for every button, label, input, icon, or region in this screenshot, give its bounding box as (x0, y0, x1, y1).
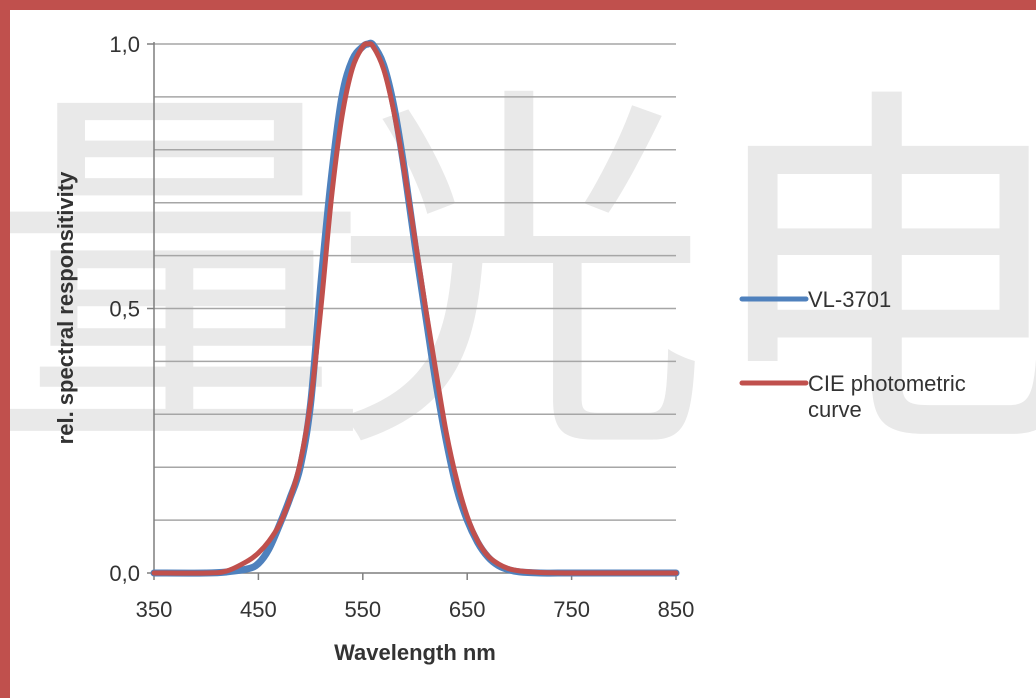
x-tick-label: 750 (553, 597, 590, 622)
y-tick-label: 0,5 (109, 297, 140, 322)
x-tick-label: 850 (658, 597, 695, 622)
legend-label-vl3701: VL-3701 (808, 287, 891, 312)
x-tick-label: 550 (344, 597, 381, 622)
x-axis-title: Wavelength nm (334, 640, 496, 665)
watermark-char: 光 (330, 57, 710, 500)
series-lines (150, 39, 680, 577)
x-tick-label: 650 (449, 597, 486, 622)
y-tick-label: 1,0 (109, 32, 140, 57)
y-tick-label: 0,0 (109, 561, 140, 586)
legend: VL-3701 CIE photometric curve (739, 287, 966, 422)
legend-label-cie: CIE photometric curve (808, 371, 966, 422)
watermark-char: 电 (700, 57, 1036, 500)
series-line-cie (151, 41, 679, 576)
y-axis-title: rel. spectral responsitivity (53, 171, 78, 444)
tick-labels: 0,0 0,5 1,0 350 450 550 650 750 850 (109, 32, 694, 622)
watermark: 量光电 (0, 57, 1036, 500)
x-tick-label: 350 (136, 597, 173, 622)
x-tick-label: 450 (240, 597, 277, 622)
